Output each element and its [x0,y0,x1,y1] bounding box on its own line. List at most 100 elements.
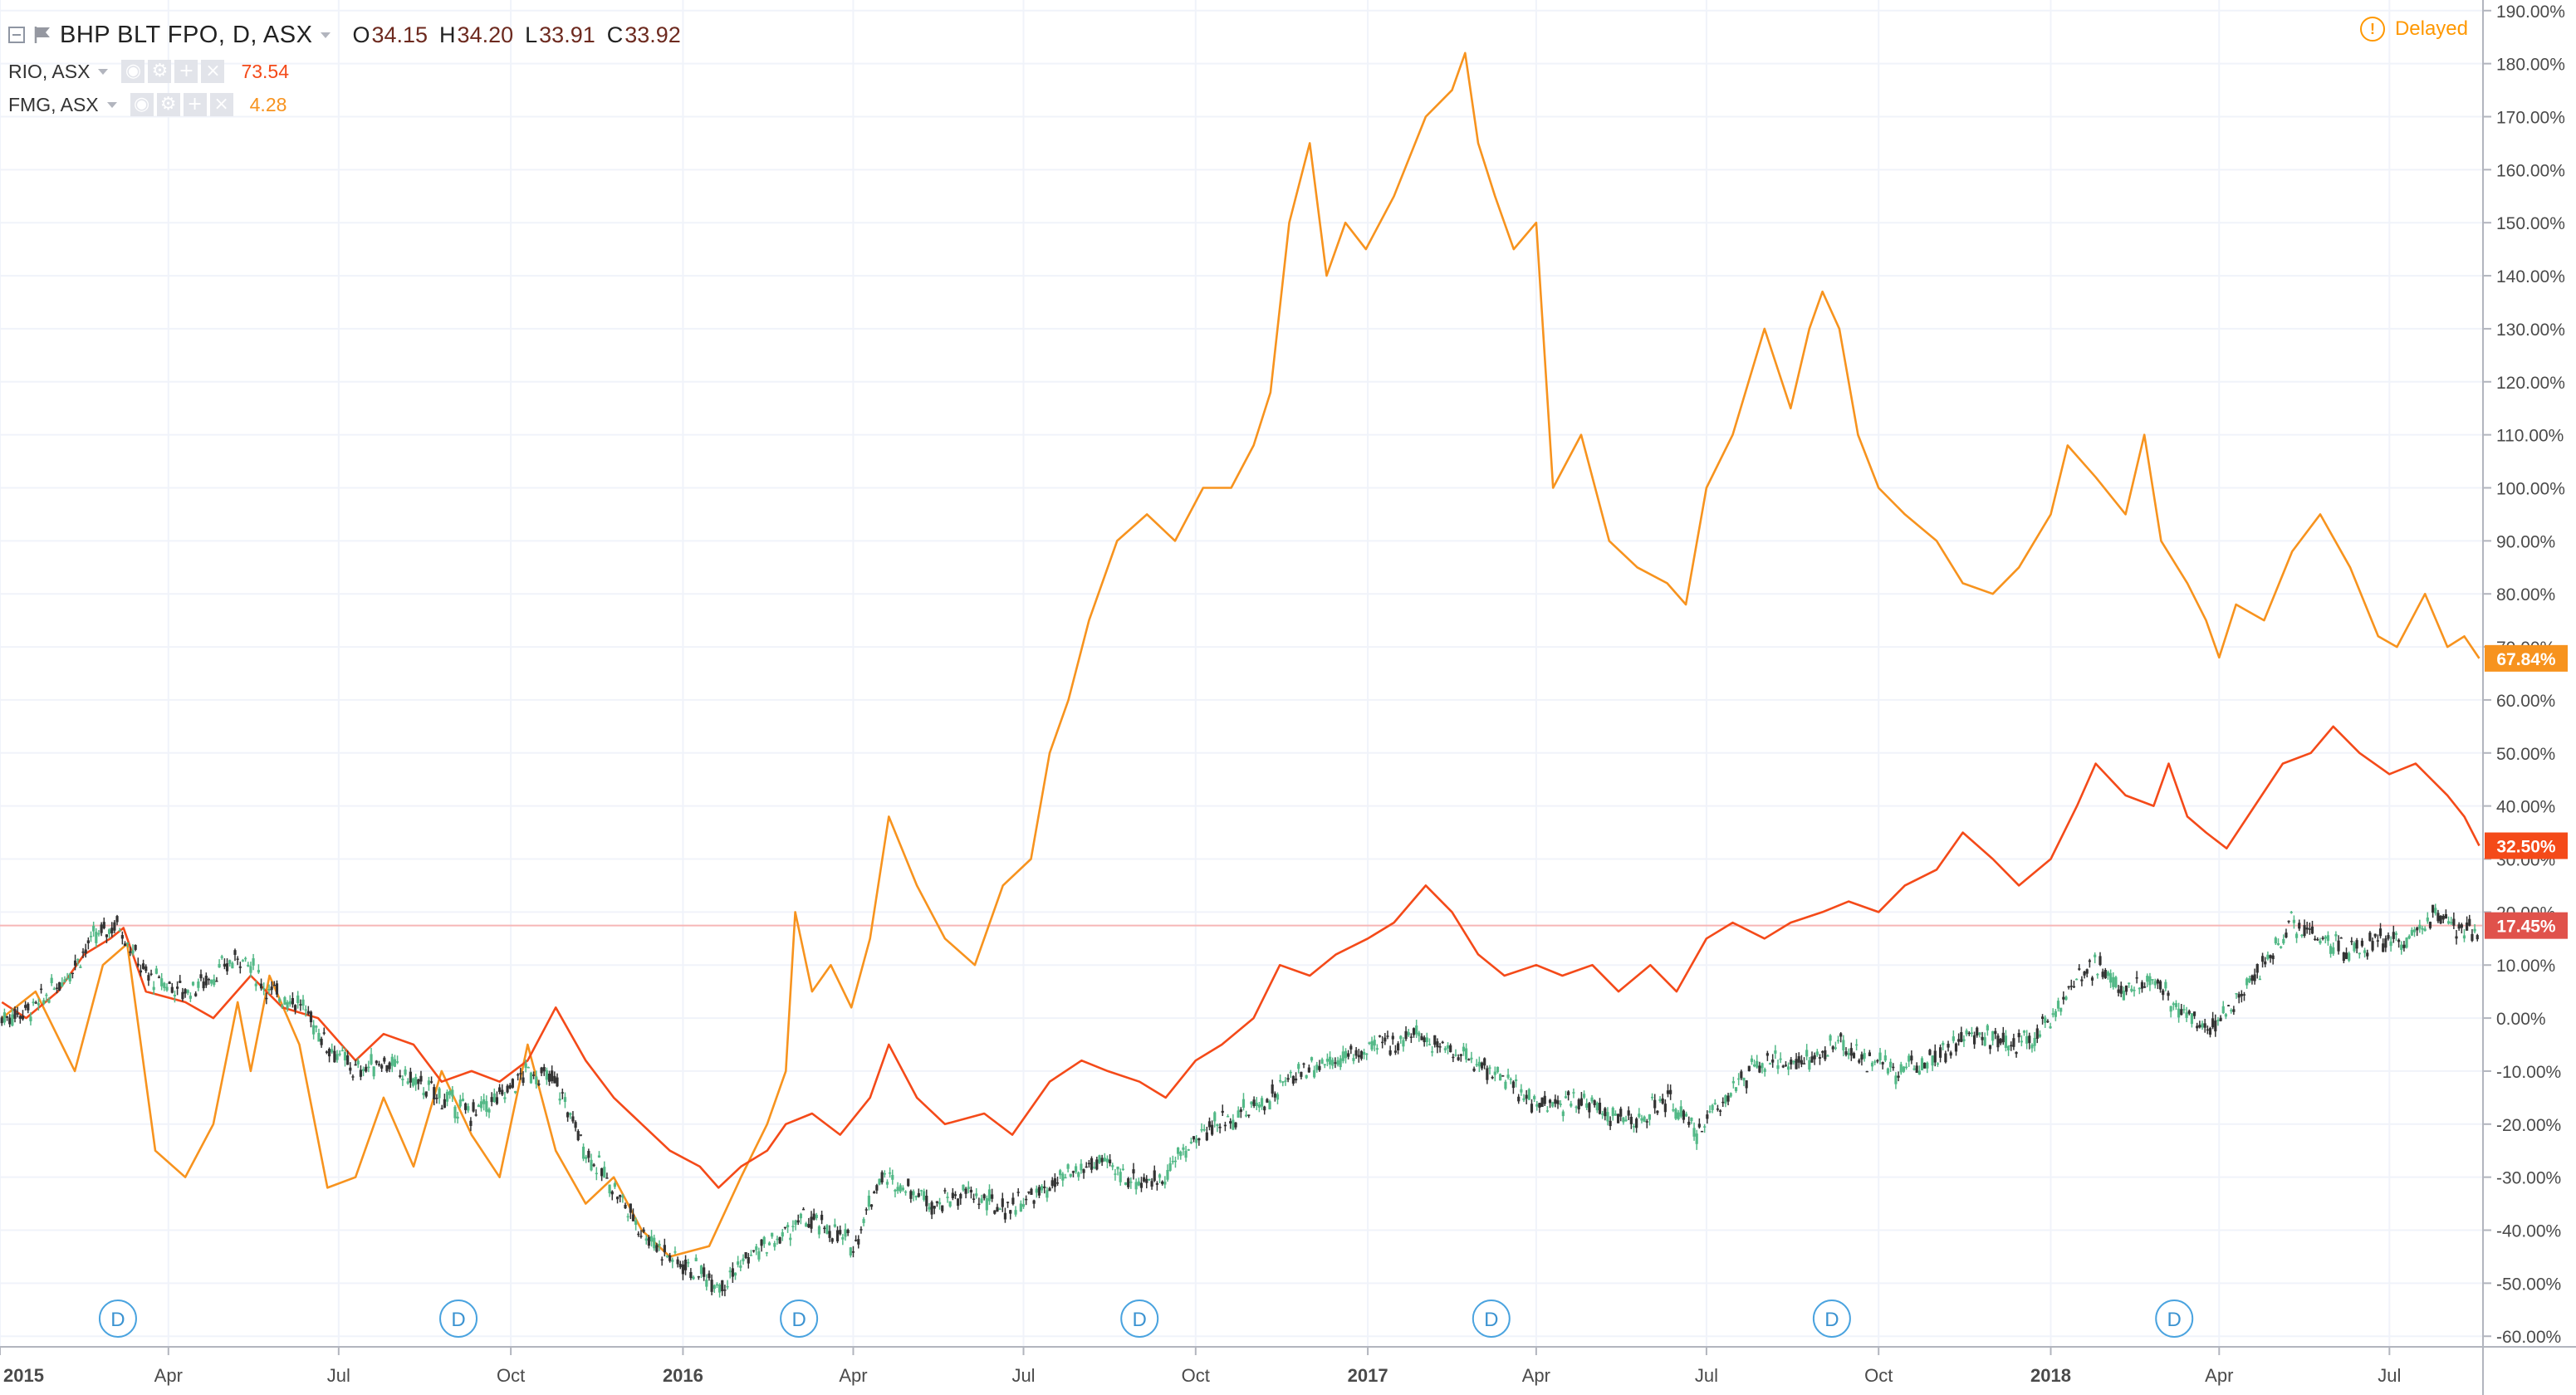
candle-body [883,1172,886,1175]
close-icon[interactable]: × [209,93,233,116]
candle-body [1433,1035,1437,1045]
candle-body [869,1204,874,1207]
plus-icon[interactable]: + [174,60,198,83]
candle-body [1666,1090,1670,1094]
candle-body [909,1191,913,1199]
chevron-down-icon[interactable] [106,101,117,108]
collapse-legend-icon[interactable] [8,27,25,43]
candle-body [322,1032,326,1034]
candle-body [1386,1035,1389,1037]
candle-body [2119,986,2123,994]
price-scale[interactable]: -60.00% -50.00% -40.00% -30.00% -20.00% -10.0… [2482,0,2568,1395]
candle-body [265,997,268,1000]
candle-body [2114,976,2118,987]
candle-body [726,1285,729,1288]
x-tick-label: Apr [1522,1365,1550,1386]
candle-body [673,1251,677,1253]
y-tick-label: -20.00% [2496,1116,2561,1135]
time-axis[interactable]: 2015 Apr Jul Oct 2016 Apr Jul Oct 2017 Apr Jul Oct 2… [0,1346,2576,1386]
candle-body [1849,1048,1853,1056]
chevron-down-icon[interactable] [321,32,331,38]
candle-body [511,1079,514,1088]
candle-body [2001,1032,2005,1043]
candle-body [1548,1099,1552,1104]
candle-body [2248,978,2251,983]
candle-body [1418,1032,1421,1036]
candle-body [270,986,273,991]
candle-body [1609,1120,1612,1127]
gear-icon[interactable]: ⚙ [156,93,180,116]
chevron-down-icon[interactable] [98,68,109,75]
candle-body [501,1089,504,1095]
candle-body [2371,941,2374,951]
candle-body [1692,1128,1696,1137]
candle-body [2211,1018,2215,1028]
candle-body [2203,1023,2206,1028]
candle-body [731,1268,734,1277]
candle-body [1572,1092,1575,1094]
candle-body [1245,1114,1248,1117]
candle-body [1638,1114,1641,1118]
candle-body [1171,1161,1174,1162]
y-tick-label: 90.00% [2496,532,2555,551]
legend-main-row: BHP BLT FPO, D, ASX O34.15 H34.20 L33.91… [8,15,681,55]
candle-body [1582,1094,1586,1098]
candle-body [170,986,174,993]
candle-body [333,1050,336,1063]
candle-body [2158,981,2162,990]
delayed-status[interactable]: ! Delayed [2359,17,2468,42]
candle-body [742,1258,745,1261]
candle-body [304,1009,307,1011]
flag-icon[interactable] [33,25,51,45]
candle-body [1703,1126,1707,1128]
candle-body [375,1060,378,1064]
candle-body [1983,1037,1986,1046]
candle-body [1595,1103,1599,1111]
candle-body [2376,940,2379,942]
candle-body [1425,1037,1428,1043]
candle-body [1986,1025,1989,1030]
main-symbol-title[interactable]: BHP BLT FPO, D, ASX [60,21,313,48]
eye-icon[interactable]: ◉ [130,93,154,116]
gear-icon[interactable]: ⚙ [148,60,172,83]
candle-body [1669,1089,1672,1094]
candle-body [1855,1044,1859,1046]
candle-body [851,1251,855,1253]
candle-body [762,1236,766,1245]
candle-body [1383,1037,1387,1042]
candle-body [1431,1051,1434,1053]
close-icon[interactable]: × [201,60,225,83]
candle-body [199,974,203,979]
candle-body [605,1177,609,1179]
candle-body [2450,922,2453,924]
candle-body [558,1099,561,1101]
candle-body [1527,1089,1530,1100]
candle-body [110,928,114,933]
candle-body [1650,1096,1654,1099]
candle-body [2329,946,2333,954]
candle-body [1108,1159,1112,1163]
eye-icon[interactable]: ◉ [121,60,145,83]
compare-symbol-label[interactable]: FMG, ASX [8,93,99,115]
candle-body [367,1066,370,1069]
candle-body [2473,928,2476,932]
candle-body [2030,1045,2034,1049]
compare-symbol-label[interactable]: RIO, ASX [8,60,91,82]
candle-body [401,1078,404,1080]
candle-body [1740,1071,1743,1079]
candle-body [2342,952,2345,962]
candle-body [1263,1106,1266,1111]
candle-body [29,1016,32,1021]
candle-body [1030,1188,1033,1195]
y-tick-label: 10.00% [2496,957,2555,976]
candle-body [445,1091,449,1102]
candle-body [1530,1104,1534,1113]
plus-icon[interactable]: + [183,93,207,116]
candle-body [2198,1025,2201,1028]
dividend-marker-label: D [1133,1309,1147,1331]
candle-body [1779,1058,1782,1060]
candle-body [619,1194,622,1197]
candle-body [424,1091,428,1097]
candle-body [202,981,205,989]
